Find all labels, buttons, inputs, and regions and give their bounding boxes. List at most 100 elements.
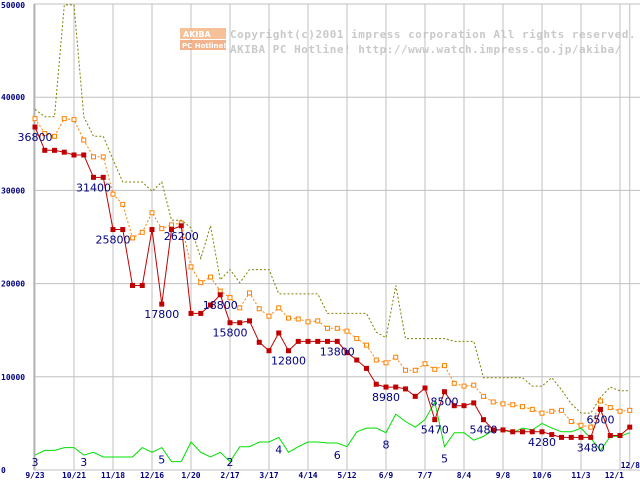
data-label-count: 5 [441, 453, 448, 466]
data-point-min [325, 338, 330, 344]
data-point-min [91, 174, 96, 180]
data-point-average [325, 325, 330, 331]
data-point-min [403, 386, 408, 392]
logo-top-bg [180, 28, 226, 39]
x-tick-label: 5/12 [337, 471, 356, 480]
data-point-min [471, 400, 477, 406]
data-point-min [607, 433, 613, 439]
data-point-average [422, 361, 428, 367]
data-point-average [208, 274, 213, 280]
data-point-average [500, 401, 506, 407]
data-point-average [305, 319, 311, 325]
data-point-min [344, 350, 350, 356]
data-point-min [276, 330, 282, 336]
series-line-average [34, 118, 630, 428]
x-tick-label: 4/14 [298, 471, 317, 480]
data-label-count: 2 [227, 456, 234, 469]
data-point-average [354, 336, 360, 342]
data-point-min [110, 227, 116, 233]
series-max [34, 4, 630, 414]
data-point-average [227, 295, 233, 301]
data-point-average [549, 408, 555, 414]
data-point-average [451, 380, 457, 386]
data-point-min [510, 429, 516, 435]
data-point-min [169, 227, 174, 233]
logo-bottom-text: PC Hotline! [182, 42, 226, 50]
data-point-min [520, 429, 525, 435]
data-point-min [305, 338, 311, 344]
data-point-average [529, 406, 535, 412]
data-point-min [559, 434, 564, 440]
data-point-average [139, 229, 145, 235]
data-point-average [578, 422, 584, 428]
data-point-min [617, 433, 623, 439]
annotation-layer: 36800 31400 25800 17800 26200 18800 15800 12800… [18, 131, 615, 469]
data-point-average [432, 366, 438, 372]
data-point-min [237, 320, 243, 326]
data-point-average [383, 360, 389, 366]
copyright-text: Copyright(c)2001 impress corporation All… [230, 28, 636, 41]
data-point-average [481, 393, 486, 399]
data-point-min [149, 227, 155, 233]
data-label-min: 5470 [421, 424, 449, 437]
data-point-min [568, 434, 574, 440]
x-tick-label: 8/4 [457, 471, 472, 480]
data-point-average [188, 264, 194, 270]
data-point-min [266, 348, 272, 354]
data-point-average [52, 133, 57, 139]
data-label-count: 3 [32, 456, 39, 469]
data-point-average [364, 342, 369, 348]
data-label-min: 17800 [144, 308, 179, 321]
data-point-min [451, 403, 457, 409]
data-label-min: 26200 [164, 230, 199, 243]
data-point-average [334, 325, 340, 331]
data-point-average [559, 407, 564, 413]
data-point-average [295, 316, 301, 322]
data-point-min [334, 338, 340, 344]
data-label-min: 8500 [431, 396, 459, 409]
logo-bottom-bg [180, 40, 226, 50]
x-tick-label: 6/9 [379, 471, 394, 480]
series-line-min [34, 126, 631, 438]
x-tick-label: 9/23 [25, 471, 44, 480]
data-point-min [354, 357, 360, 363]
data-point-min [529, 429, 535, 435]
data-point-average [607, 405, 613, 411]
data-point-average [266, 313, 272, 319]
data-point-average [32, 116, 38, 122]
data-point-average [403, 367, 408, 373]
data-point-average [100, 154, 106, 160]
series-min [32, 124, 633, 440]
data-point-average [149, 210, 155, 216]
data-point-min [61, 149, 67, 155]
series-layer [32, 4, 633, 463]
data-point-min [549, 432, 555, 438]
data-point-min [71, 152, 77, 158]
grid [33, 3, 640, 471]
y-tick-label: 40000 [1, 93, 25, 102]
data-point-average [510, 402, 516, 408]
data-point-min [598, 406, 603, 412]
x-tick-label: 11/18 [101, 471, 125, 480]
data-point-min [130, 282, 135, 288]
data-point-min [159, 301, 165, 307]
data-point-min [627, 424, 633, 430]
data-point-average [442, 363, 447, 369]
x-tick-label: 2/17 [220, 471, 239, 480]
data-point-min [217, 292, 223, 298]
data-point-min [286, 348, 291, 354]
data-label-min: 4280 [528, 436, 556, 449]
data-point-min [422, 385, 428, 391]
data-point-average [91, 154, 96, 160]
data-point-average [276, 305, 282, 311]
data-label-min: 25800 [96, 234, 131, 247]
data-label-count: 3 [80, 456, 87, 469]
data-label-min: 3480 [577, 441, 605, 454]
data-point-average [344, 328, 350, 334]
data-point-average [198, 280, 204, 286]
data-point-average [490, 399, 496, 405]
data-point-min [247, 318, 252, 324]
data-point-min [81, 152, 87, 158]
